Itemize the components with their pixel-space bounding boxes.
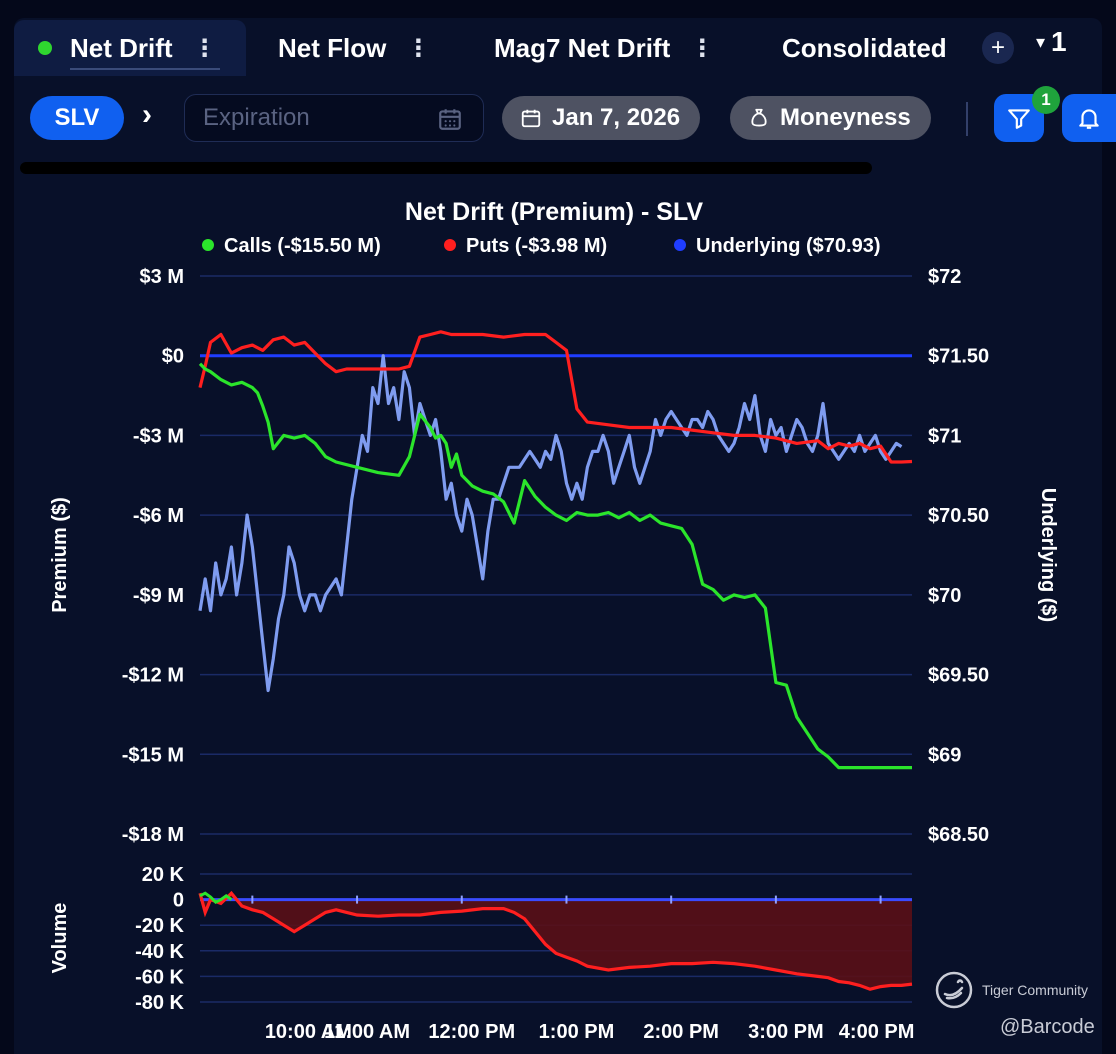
y2-tick-label: $70 [928,585,961,607]
tab-menu-icon[interactable]: ⋮ [690,34,715,62]
tab-overflow-dropdown[interactable]: ▾ 1 [1036,26,1067,58]
calendar-icon[interactable] [437,106,463,132]
calendar-icon [521,109,541,128]
chart-title: Net Drift (Premium) - SLV [405,198,703,226]
chevron-right-icon[interactable]: › [142,98,152,131]
tab-count: 1 [1051,26,1067,57]
y-tick-label: -$18 M [122,824,184,846]
bell-icon [1079,109,1099,129]
x-tick-label: 3:00 PM [748,1021,824,1043]
x-tick-label: 11:00 AM [324,1021,410,1043]
volume-calls-line [199,891,233,905]
y2-tick-label: $68.50 [928,824,989,846]
caret-down-icon: ▾ [1036,31,1046,52]
volume-line [198,890,913,991]
tab-net-drift[interactable]: Net Drift ⋮ [14,20,246,76]
moneyness-chip-label: Moneyness [780,104,911,131]
y2-tick-label: $71 [928,425,961,447]
tab-bar: Net Drift ⋮ Net Flow ⋮ Mag7 Net Drift ⋮ … [14,20,1114,76]
tab-label: Consolidated [782,32,947,63]
y2-tick-label: $69.50 [928,665,989,687]
money-bag-icon [751,108,767,127]
y-tick-label: $0 [162,346,184,368]
tiger-logo-icon [935,971,973,1009]
expiration-input[interactable] [201,103,425,133]
tab-underline [70,68,220,70]
main-panel [14,18,1102,1054]
watermark-brand: Tiger Community [982,982,1089,998]
horizontal-scrollbar[interactable] [20,162,872,174]
tab-label: Net Flow [278,32,387,63]
y2-tick-label: $72 [928,266,961,288]
x-tick-label: 2:00 PM [643,1021,719,1043]
y2-tick-label: $70.50 [928,505,989,527]
x-tick-label: 4:00 PM [839,1021,915,1043]
series-line-calls [198,362,912,770]
y-tick-label: $3 M [140,266,184,288]
divider [966,102,968,136]
y-tick-label: -$6 M [133,505,184,527]
filter-icon [1008,109,1030,129]
tab-menu-icon[interactable]: ⋮ [192,34,217,62]
date-chip[interactable]: Jan 7, 2026 [502,96,701,140]
watermark: Tiger Community [934,970,1088,1010]
legend-label: Underlying ($70.93) [696,235,881,257]
volume-tick-label: 0 [173,890,184,912]
watermark-handle: @Barcode [1000,1016,1095,1038]
y-tick-label: -$12 M [122,665,184,687]
date-chip-label: Jan 7, 2026 [552,104,681,131]
filter-bar: SLV › Jan 7, 2026 Moneyness [0,92,1116,148]
y2-axis-title: Underlying ($) [1037,488,1059,622]
x-tick-label: 10:00 AM [265,1021,352,1043]
y-tick-label: -$15 M [122,744,184,766]
volume-tick-label: -60 K [135,966,184,988]
series-line-underlying [198,354,903,693]
legend-marker [202,239,214,251]
filter-count-badge: 1 [1032,86,1060,114]
volume-tick-label: 20 K [142,864,185,886]
volume-tick-label: -20 K [135,915,184,937]
volume-tick-label: -80 K [135,992,184,1014]
add-tab-button[interactable]: + [982,32,1014,64]
legend-label: Puts (-$3.98 M) [466,235,607,257]
tab-menu-icon[interactable]: ⋮ [406,34,431,62]
volume-axis-title: Volume [49,903,71,974]
tab-label: Mag7 Net Drift [494,32,671,63]
tab-consolidated[interactable]: Consolidated [782,20,947,76]
ticker-pill[interactable]: SLV [30,96,124,140]
y-axis-title: Premium ($) [49,497,71,613]
series-line-puts [198,330,913,464]
y2-tick-label: $69 [928,744,961,766]
y-tick-label: -$3 M [133,425,184,447]
x-tick-label: 1:00 PM [539,1021,615,1043]
x-tick-label: 12:00 PM [428,1021,515,1043]
tab-net-flow[interactable]: Net Flow ⋮ [278,20,430,76]
volume-tick-label: -40 K [135,941,184,963]
y-tick-label: -$9 M [133,585,184,607]
tab-mag7-net-drift[interactable]: Mag7 Net Drift ⋮ [494,20,714,76]
y2-tick-label: $71.50 [928,346,989,368]
alerts-button[interactable] [1062,94,1116,142]
active-status-dot [38,41,52,55]
moneyness-chip[interactable]: Moneyness [730,96,931,140]
volume-area [200,893,912,990]
legend-marker [444,239,456,251]
net-drift-chart: Net Drift (Premium) - SLV Calls (-$15.50 … [49,198,1059,1043]
legend-marker [674,239,686,251]
legend-label: Calls (-$15.50 M) [224,235,381,257]
expiration-field[interactable] [184,94,484,142]
tab-label: Net Drift [70,32,173,63]
